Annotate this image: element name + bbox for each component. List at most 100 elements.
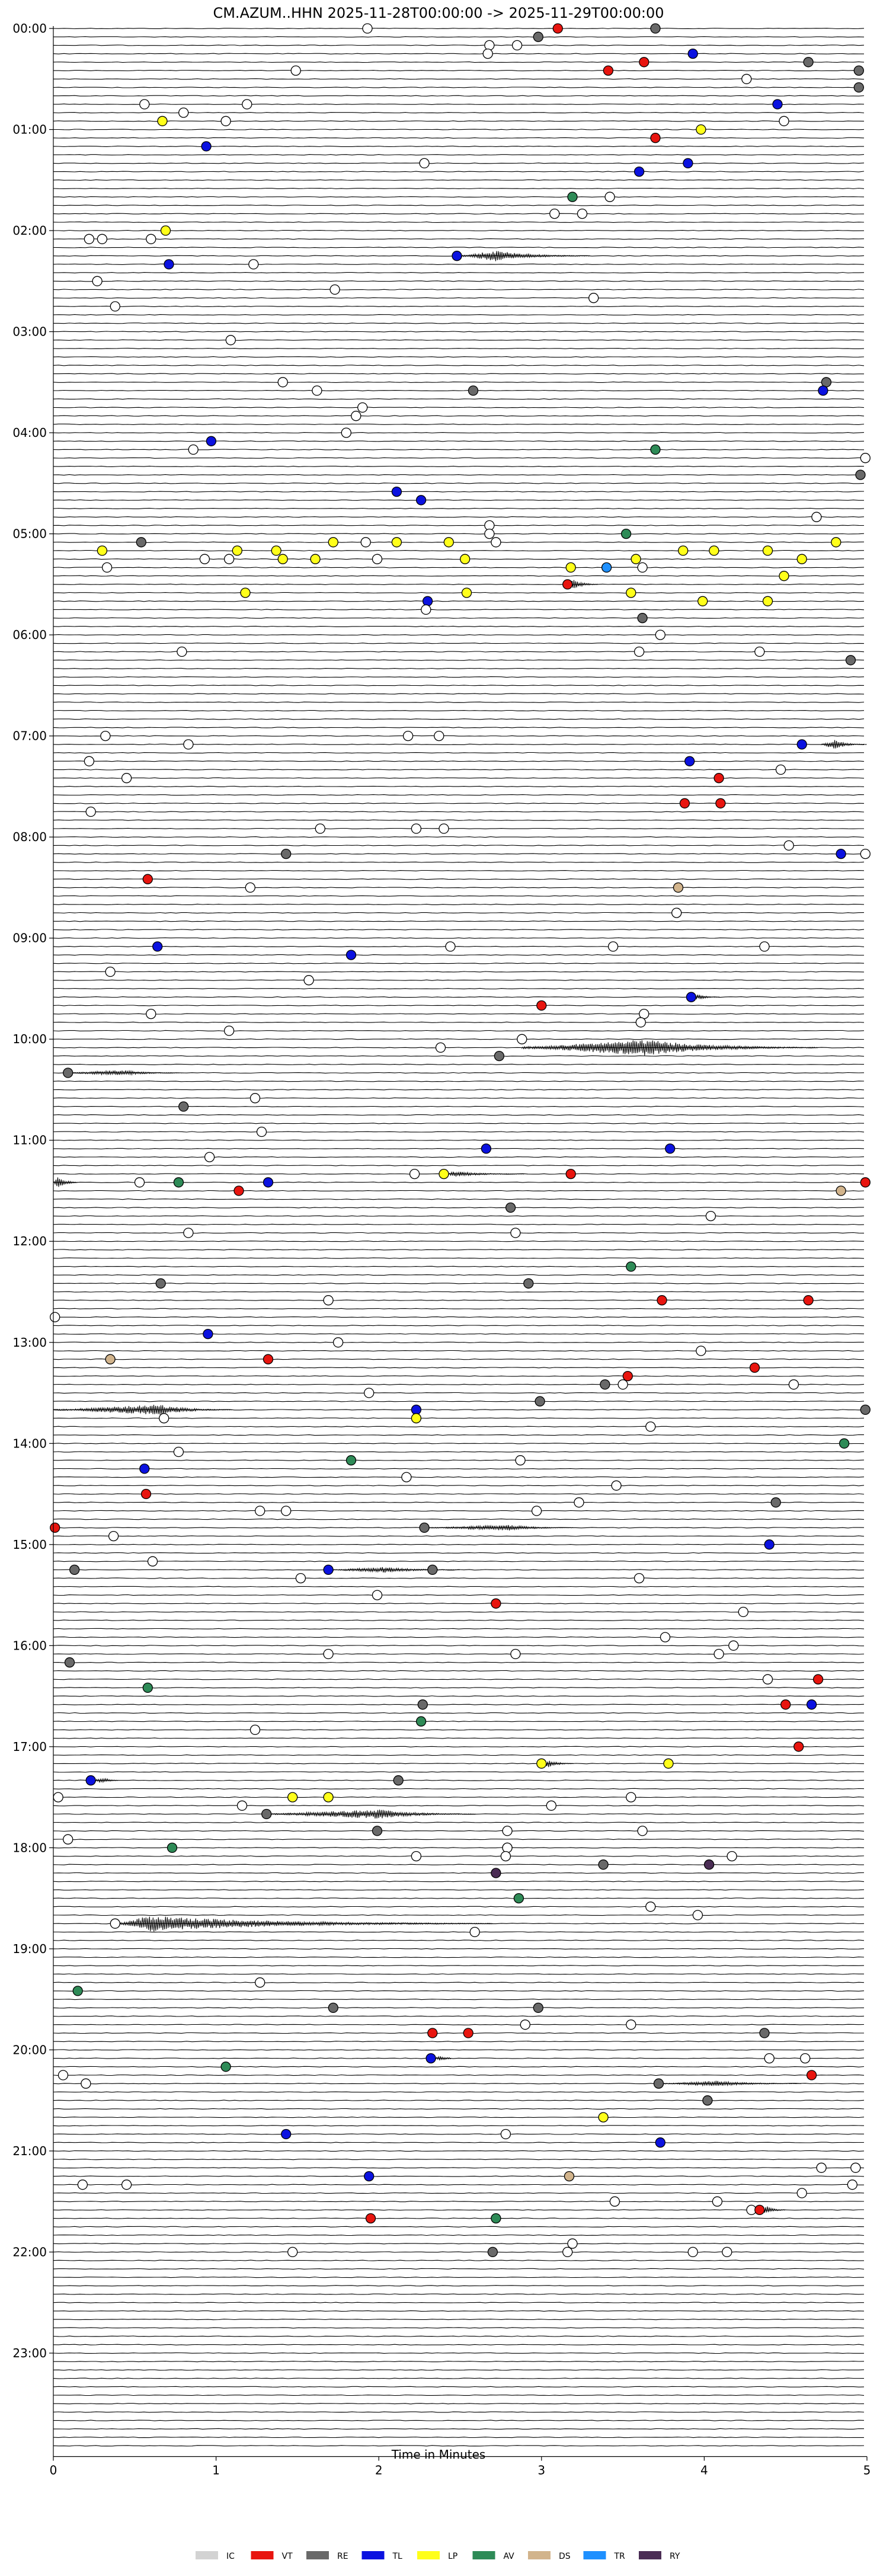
trace-row — [53, 1990, 865, 1992]
event-marker-lp — [240, 587, 251, 598]
event-marker-re — [281, 848, 292, 859]
event-marker-undetermined — [351, 411, 361, 421]
event-marker-undetermined — [626, 1792, 636, 1802]
event-marker-undetermined — [281, 1506, 292, 1516]
event-marker-vt — [427, 2028, 438, 2038]
event-marker-undetermined — [626, 2019, 636, 2030]
legend-label-re: RE — [337, 2552, 348, 2561]
event-marker-tl — [686, 992, 697, 1002]
event-marker-undetermined — [100, 730, 111, 742]
event-marker-undetermined — [502, 1842, 513, 1853]
trace-row — [53, 1434, 865, 1436]
trace-row — [53, 929, 865, 931]
event-marker-tl — [263, 1177, 274, 1188]
event-marker-undetermined — [419, 158, 430, 169]
event-marker-tl — [683, 158, 693, 169]
event-marker-undetermined — [223, 554, 235, 564]
trace-row — [53, 1207, 864, 1209]
event-marker-undetermined — [290, 65, 301, 76]
event-marker-lp — [762, 596, 773, 606]
event-marker-av — [142, 1682, 153, 1693]
event-marker-undetermined — [360, 537, 371, 548]
event-marker-lp — [439, 1168, 449, 1180]
event-marker-re — [600, 1379, 610, 1390]
trace-row — [53, 289, 865, 290]
event-marker-undetermined — [50, 1312, 60, 1322]
event-marker-re — [653, 2078, 664, 2089]
event-marker-re — [64, 1657, 75, 1668]
event-marker-tl — [684, 756, 695, 766]
event-marker-undetermined — [696, 1345, 706, 1356]
trace-row — [53, 2394, 865, 2396]
event-marker-vt — [142, 874, 153, 884]
event-marker-re — [650, 23, 661, 34]
legend-label-tl: TL — [392, 2552, 403, 2561]
event-marker-undetermined — [520, 2019, 530, 2030]
event-marker-tl — [323, 1564, 334, 1575]
event-marker-vt — [806, 2070, 817, 2080]
trace-row — [53, 187, 865, 190]
event-marker-undetermined — [816, 2162, 827, 2173]
trace-row — [53, 1679, 865, 1680]
event-marker-undetermined — [188, 444, 199, 455]
trace-row — [53, 1468, 865, 1470]
event-marker-re — [178, 1101, 189, 1112]
event-marker-undetermined — [84, 234, 95, 244]
event-marker-undetermined — [84, 756, 95, 766]
trace-row — [53, 1543, 864, 1545]
trace-row — [53, 2226, 865, 2227]
event-marker-tl — [85, 1775, 96, 1786]
event-marker-undetermined — [609, 2196, 620, 2207]
event-marker-undetermined — [357, 402, 368, 413]
event-marker-undetermined — [303, 975, 314, 986]
legend-swatch-re — [306, 2551, 329, 2559]
event-marker-undetermined — [655, 629, 665, 640]
trace-row — [53, 1308, 865, 1310]
waveform-burst — [663, 2080, 802, 2087]
event-marker-undetermined — [249, 1724, 261, 1736]
event-marker-undetermined — [434, 730, 444, 742]
event-marker-undetermined — [633, 646, 645, 657]
event-marker-undetermined — [225, 335, 236, 346]
event-marker-av — [415, 1716, 427, 1727]
event-marker-av — [491, 2213, 501, 2224]
event-marker-re — [598, 1859, 609, 1870]
trace-row — [53, 280, 865, 282]
trace-row — [53, 1872, 865, 1874]
trace-row — [53, 1123, 865, 1124]
trace-row — [53, 1401, 865, 1402]
trace-row — [53, 1552, 865, 1554]
trace-row — [53, 1839, 865, 1840]
trace-row — [53, 171, 865, 172]
event-marker-undetermined — [860, 848, 871, 859]
trace-row — [53, 1999, 865, 2000]
event-marker-undetermined — [549, 208, 560, 219]
event-marker-undetermined — [236, 1800, 248, 1811]
event-marker-av — [167, 1842, 178, 1853]
event-marker-vt — [50, 1522, 60, 1533]
y-tick-label: 13:00 — [12, 1335, 47, 1350]
event-marker-ds — [105, 1354, 116, 1364]
event-marker-undetermined — [248, 259, 259, 270]
event-marker-undetermined — [173, 1446, 184, 1458]
x-tick-label: 2 — [375, 2463, 383, 2477]
event-marker-av — [72, 1986, 83, 1996]
trace-row — [53, 1350, 865, 1352]
event-marker-undetermined — [635, 1017, 646, 1028]
axes: 00:00 01:00 02:00 03:00 04:00 05:00 06:00 07:00… — [12, 21, 871, 2477]
event-marker-undetermined — [421, 604, 431, 615]
y-tick-label: 00:00 — [12, 21, 47, 36]
event-marker-re — [393, 1775, 404, 1786]
trace-row — [53, 651, 865, 653]
event-marker-re — [523, 1278, 534, 1289]
event-marker-tl — [665, 1143, 676, 1154]
waveform-burst — [118, 1916, 493, 1932]
event-marker-undetermined — [567, 2238, 578, 2249]
trace-row — [53, 1797, 865, 1798]
trace-row — [53, 1063, 865, 1065]
event-marker-undetermined — [511, 40, 523, 51]
trace-row — [53, 625, 865, 627]
event-marker-undetermined — [242, 99, 252, 110]
event-marker-undetermined — [577, 208, 588, 219]
